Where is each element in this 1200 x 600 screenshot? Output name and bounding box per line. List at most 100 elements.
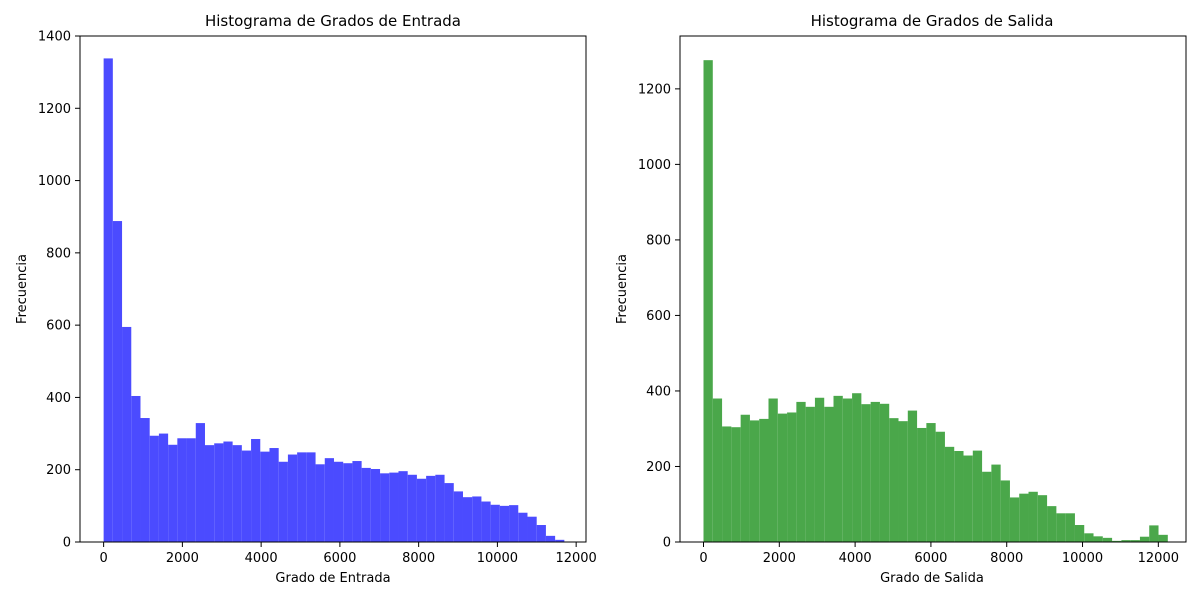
histogram-bar: [972, 450, 983, 542]
y-tick-label: 200: [646, 460, 671, 475]
y-tick-label: 0: [663, 536, 671, 551]
x-tick-label: 8000: [990, 551, 1023, 566]
x-tick-label: 0: [699, 551, 707, 566]
histogram-bar: [907, 410, 918, 542]
y-tick-label: 1000: [38, 174, 71, 189]
histogram-bar: [768, 398, 778, 542]
histogram-bar: [186, 438, 196, 542]
x-tick-label: 0: [99, 551, 107, 566]
histogram-bar: [131, 395, 141, 542]
y-tick-label: 600: [646, 309, 671, 324]
histogram-bar: [814, 397, 825, 542]
histogram-bar: [1000, 480, 1010, 542]
histogram-bar: [527, 516, 537, 542]
y-axis-label: Frecuencia: [615, 254, 630, 324]
histogram-bar: [1102, 537, 1113, 542]
histogram-bar: [1121, 540, 1131, 542]
histogram-bar: [879, 403, 890, 542]
histogram-bar: [103, 58, 113, 543]
plot-frame: [679, 35, 1187, 543]
histogram-bar: [926, 423, 936, 542]
histogram-bar: [805, 406, 815, 542]
histogram-bar: [1084, 533, 1094, 542]
histogram-bar: [251, 438, 261, 542]
histogram-bar: [426, 475, 436, 542]
histogram-bar: [555, 539, 565, 542]
histogram-bar: [407, 474, 417, 542]
x-tick-label: 12000: [1138, 551, 1179, 566]
histogram-bar: [232, 445, 242, 542]
y-tick-label: 1200: [638, 82, 671, 97]
histogram-bar: [963, 455, 973, 542]
histogram-bar: [140, 418, 150, 542]
histogram-bar: [796, 401, 806, 542]
histogram-bar: [1112, 540, 1122, 542]
out-degree-histogram-panel: Histograma de Grados de Salida Grado de …: [615, 12, 1187, 586]
chart-title: Histograma de Grados de Salida: [811, 12, 1054, 30]
histogram-bar: [343, 463, 353, 542]
histogram-bar: [722, 426, 732, 542]
bars: [103, 58, 565, 543]
histogram-bar: [481, 501, 491, 542]
in-degree-histogram-panel: Histograma de Grados de Entrada Grado de…: [15, 12, 597, 586]
x-tick-label: 10000: [477, 551, 518, 566]
histogram-bar: [1065, 513, 1075, 542]
x-tick-label: 4000: [245, 551, 278, 566]
histogram-bar: [195, 423, 205, 542]
y-tick-label: 400: [46, 391, 71, 406]
histogram-bar: [260, 451, 270, 542]
histogram-bar: [833, 395, 843, 542]
y-tick-label: 800: [646, 233, 671, 248]
histogram-bar: [870, 401, 880, 542]
histogram-bar: [324, 458, 334, 542]
histogram-bar: [852, 393, 862, 542]
histogram-bar: [444, 483, 454, 542]
histogram-bar: [731, 427, 741, 542]
histogram-bar: [935, 431, 945, 542]
histogram-bar: [954, 450, 964, 542]
y-tick-label: 0: [63, 536, 71, 551]
histogram-bar: [398, 471, 408, 542]
histogram-bar: [435, 474, 445, 542]
histogram-bar: [740, 414, 750, 542]
histogram-bar: [177, 438, 187, 542]
histogram-bar: [1139, 536, 1150, 542]
x-axis-label: Grado de Entrada: [275, 571, 390, 586]
histogram-bar: [1047, 506, 1057, 542]
histogram-bar: [416, 478, 427, 542]
histogram-bar: [297, 452, 307, 542]
histogram-bar: [122, 326, 132, 542]
histogram-bar: [1019, 493, 1029, 542]
x-tick-label: 4000: [839, 551, 872, 566]
histogram-bar: [509, 505, 519, 542]
histogram-bar: [1093, 536, 1103, 542]
y-tick-label: 1000: [638, 158, 671, 173]
histogram-bar: [944, 446, 955, 542]
histogram-bar: [306, 452, 316, 542]
x-axis-label: Grado de Salida: [880, 571, 984, 586]
y-axis-label: Frecuencia: [15, 254, 30, 324]
histogram-bar: [287, 454, 298, 542]
histogram-bar: [241, 450, 252, 542]
histogram-bar: [842, 398, 853, 542]
x-tick-label: 6000: [323, 551, 356, 566]
histogram-bar: [824, 406, 834, 542]
histogram-bar: [499, 505, 510, 542]
histogram-bar: [333, 461, 344, 542]
histogram-bar: [861, 404, 871, 542]
histogram-bar: [787, 412, 797, 542]
histogram-bar: [1028, 491, 1038, 542]
x-tick-label: 2000: [166, 551, 199, 566]
x-tick-label: 12000: [555, 551, 596, 566]
histogram-bar: [112, 221, 123, 542]
histogram-bar: [370, 468, 381, 542]
x-tick-label: 8000: [402, 551, 435, 566]
y-tick-label: 400: [646, 384, 671, 399]
histogram-bar: [1009, 497, 1020, 542]
histogram-bar: [703, 60, 713, 542]
histogram-bar: [712, 398, 723, 542]
plot-frame: [79, 35, 587, 543]
histogram-bar: [214, 443, 224, 542]
histogram-bar: [1056, 513, 1066, 542]
